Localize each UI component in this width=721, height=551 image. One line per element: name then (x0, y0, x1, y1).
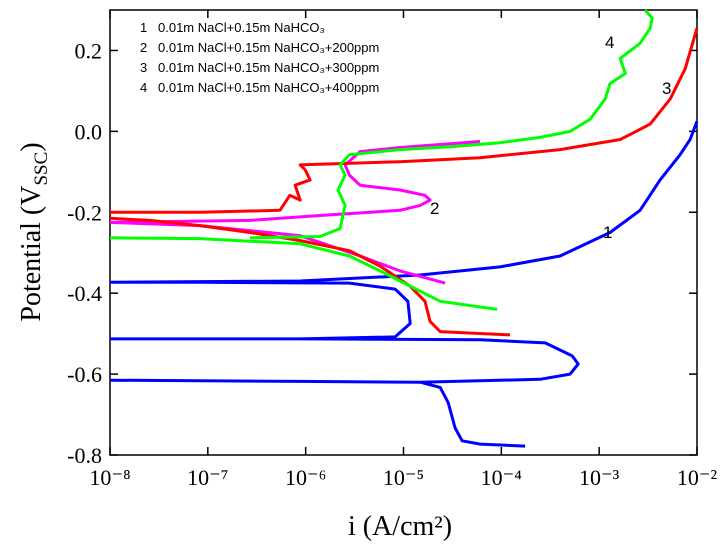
y-tick-label: -0.4 (67, 281, 102, 306)
x-tick-label: 10⁻⁵ (383, 465, 424, 490)
legend-number: 3 (140, 60, 147, 75)
y-tick-label: 0.2 (75, 38, 103, 63)
y-tick-label: -0.8 (67, 443, 102, 468)
curve (109, 120, 699, 448)
y-label-end: ) (16, 142, 47, 151)
y-tick-label: 0.0 (75, 119, 103, 144)
legend-number: 4 (140, 80, 147, 95)
legend-label: 0.01m NaCl+0.15m NaHCO₃+200ppm (158, 40, 379, 55)
curve-label: 4 (605, 33, 614, 52)
legend-label: 0.01m NaCl+0.15m NaHCO₃+300ppm (158, 60, 379, 75)
legend-label: 0.01m NaCl+0.15m NaHCO₃+400ppm (158, 80, 379, 95)
y-label-sub: SSC (31, 152, 52, 186)
curve (109, 27, 699, 337)
x-tick-label: 10⁻⁸ (89, 465, 130, 490)
curve-label: 2 (430, 199, 439, 218)
legend-number: 1 (140, 20, 147, 35)
x-tick-label: 10⁻⁷ (187, 465, 228, 490)
x-tick-label: 10⁻³ (579, 465, 620, 490)
x-tick-label: 10⁻² (677, 465, 718, 490)
x-tick-label: 10⁻⁶ (285, 465, 326, 490)
legend-label: 0.01m NaCl+0.15m NaHCO₃ (158, 20, 325, 35)
y-tick-label: -0.2 (67, 200, 102, 225)
x-axis-label: i (A/cm²) (348, 511, 452, 542)
legend-number: 2 (140, 40, 147, 55)
y-axis-label: Potential (VSSC) (16, 142, 52, 321)
y-tick-label: -0.6 (67, 362, 102, 387)
x-tick-label: 10⁻⁴ (481, 465, 523, 490)
curve-label: 3 (662, 79, 671, 98)
curve-label: 1 (603, 223, 612, 242)
y-label-main: Potential (V (16, 186, 47, 322)
curve (109, 9, 654, 311)
